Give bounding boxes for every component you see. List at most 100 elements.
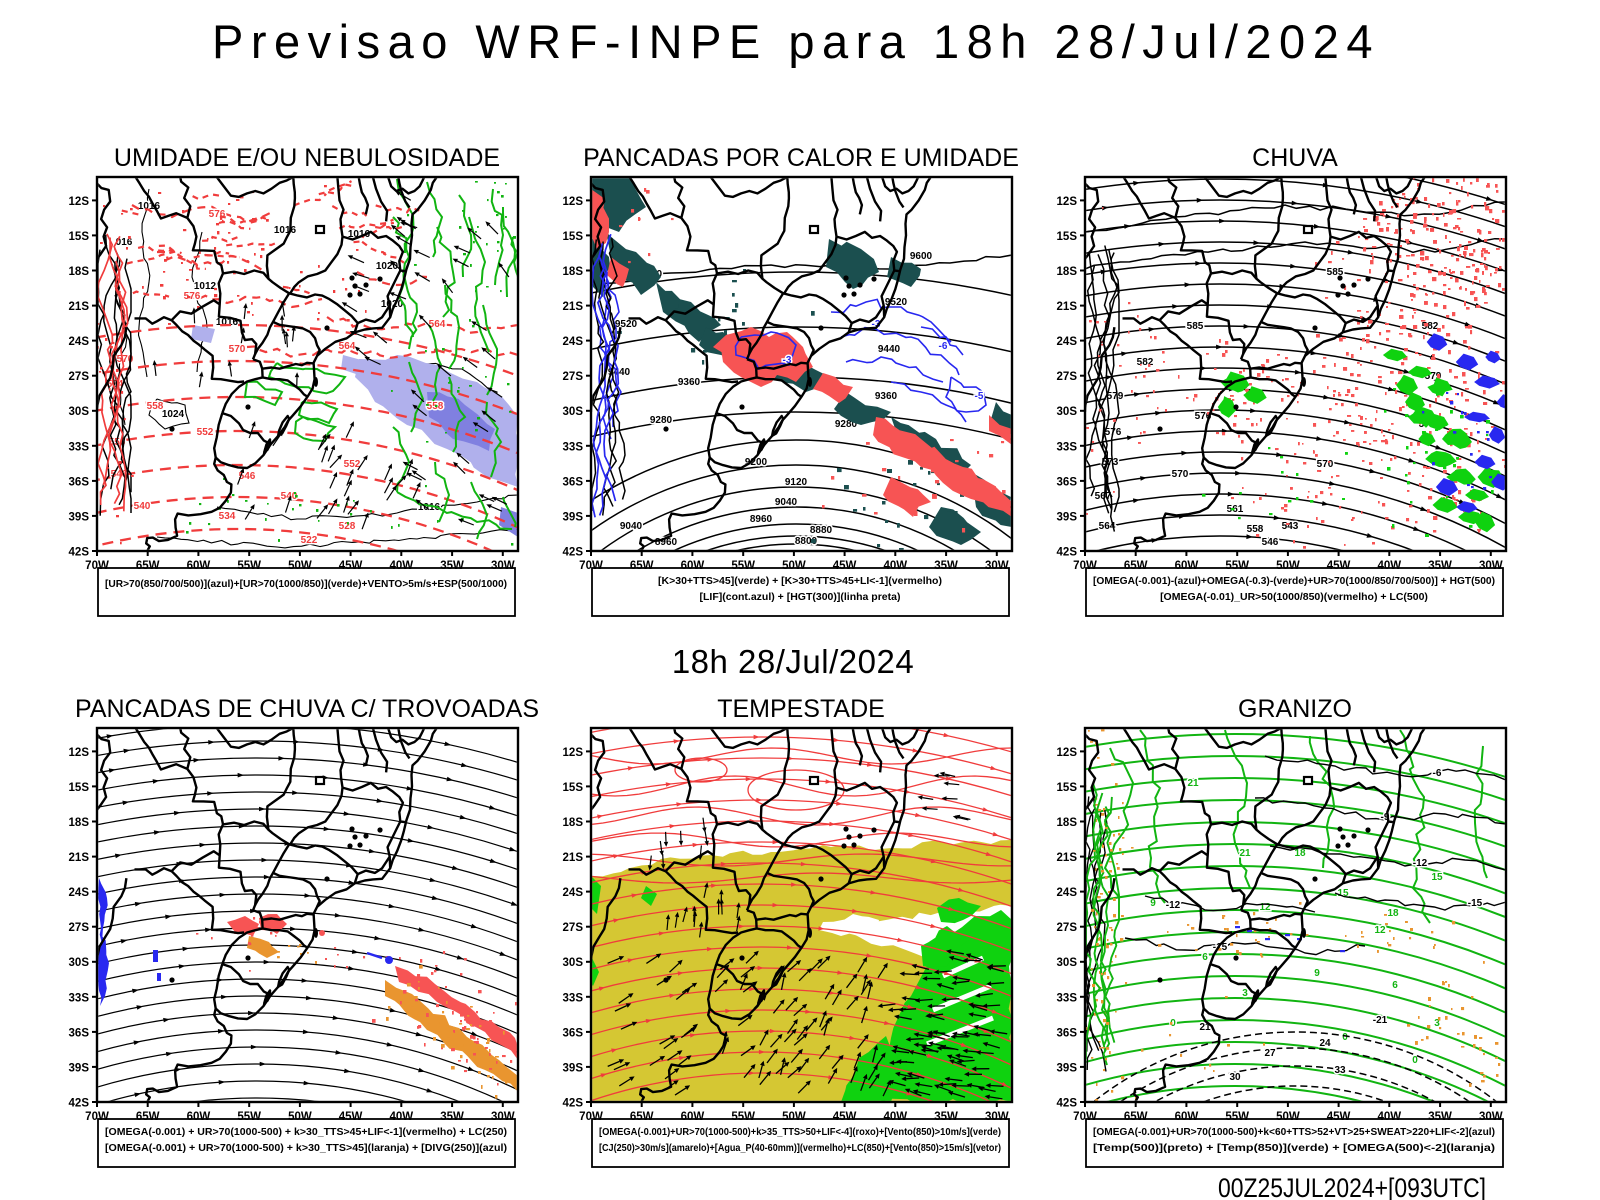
svg-text:36S: 36S xyxy=(69,476,90,488)
svg-text:65W: 65W xyxy=(1124,1111,1148,1123)
svg-text:39S: 39S xyxy=(1057,511,1078,523)
svg-text:[CJ(250)>30m/s](amarelo)+[Agua: [CJ(250)>30m/s](amarelo)+[Agua_P(40-60mm… xyxy=(599,1142,1001,1154)
svg-text:39S: 39S xyxy=(1057,1062,1078,1074)
svg-text:[K>30+TTS>45](verde) + [K>30+T: [K>30+TTS>45](verde) + [K>30+TTS>45+LI<-… xyxy=(658,575,942,587)
svg-text:21S: 21S xyxy=(1057,852,1078,864)
svg-text:TEMPESTADE: TEMPESTADE xyxy=(717,695,885,723)
svg-text:60W: 60W xyxy=(681,560,705,572)
svg-text:9200: 9200 xyxy=(745,457,768,468)
svg-text:65W: 65W xyxy=(630,1111,654,1123)
svg-text:30W: 30W xyxy=(491,1111,515,1123)
svg-text:21S: 21S xyxy=(1057,301,1078,313)
svg-text:24: 24 xyxy=(1319,1038,1331,1049)
svg-text:24S: 24S xyxy=(69,336,90,348)
svg-text:1024: 1024 xyxy=(162,409,185,420)
svg-text:50W: 50W xyxy=(288,560,312,572)
svg-text:570: 570 xyxy=(1172,469,1189,480)
svg-text:12S: 12S xyxy=(563,747,584,759)
svg-text:UMIDADE E/OU NEBULOSIDADE: UMIDADE E/OU NEBULOSIDADE xyxy=(114,144,500,172)
svg-text:70W: 70W xyxy=(85,560,109,572)
svg-text:65W: 65W xyxy=(136,1111,160,1123)
svg-text:522: 522 xyxy=(301,535,318,546)
svg-text:35W: 35W xyxy=(934,1111,958,1123)
svg-text:570: 570 xyxy=(1317,459,1334,470)
svg-text:50W: 50W xyxy=(782,560,806,572)
svg-text:-5: -5 xyxy=(975,391,984,402)
svg-text:42S: 42S xyxy=(1057,547,1078,559)
svg-text:18h 28/Jul/2024: 18h 28/Jul/2024 xyxy=(672,643,914,680)
svg-text:21S: 21S xyxy=(69,852,90,864)
svg-text:33S: 33S xyxy=(563,441,584,453)
svg-text:35W: 35W xyxy=(1428,1111,1452,1123)
svg-text:60W: 60W xyxy=(187,560,211,572)
svg-text:50W: 50W xyxy=(1276,560,1300,572)
svg-text:42S: 42S xyxy=(69,1098,90,1110)
svg-text:1016: 1016 xyxy=(348,229,371,240)
svg-text:9: 9 xyxy=(1150,898,1156,909)
svg-text:30S: 30S xyxy=(1057,957,1078,969)
svg-text:8880: 8880 xyxy=(810,525,833,536)
svg-text:15: 15 xyxy=(1431,872,1443,883)
svg-text:45W: 45W xyxy=(339,1111,363,1123)
svg-text:[OMEGA(-0.001)+UR>70(1000-500): [OMEGA(-0.001)+UR>70(1000-500)+k<60+TTS>… xyxy=(1093,1126,1495,1138)
svg-text:558: 558 xyxy=(1247,524,1264,535)
svg-text:30W: 30W xyxy=(985,560,1009,572)
svg-text:36S: 36S xyxy=(69,1027,90,1039)
svg-text:33S: 33S xyxy=(69,441,90,453)
svg-text:36S: 36S xyxy=(1057,1027,1078,1039)
svg-text:9520: 9520 xyxy=(615,319,638,330)
svg-text:PANCADAS POR CALOR E UMIDADE: PANCADAS POR CALOR E UMIDADE xyxy=(583,144,1019,172)
svg-text:-21: -21 xyxy=(1373,1015,1388,1026)
svg-text:35W: 35W xyxy=(934,560,958,572)
svg-text:552: 552 xyxy=(344,459,361,470)
svg-text:-12: -12 xyxy=(1413,858,1428,869)
svg-text:65W: 65W xyxy=(630,560,654,572)
svg-text:1020: 1020 xyxy=(376,261,399,272)
svg-text:60W: 60W xyxy=(187,1111,211,1123)
svg-text:30S: 30S xyxy=(69,957,90,969)
svg-text:42S: 42S xyxy=(563,547,584,559)
svg-text:45W: 45W xyxy=(1327,560,1351,572)
svg-text:[OMEGA(-0.001)+UR>70(1000-500): [OMEGA(-0.001)+UR>70(1000-500)+k>35_TTS>… xyxy=(599,1126,1001,1138)
svg-text:60W: 60W xyxy=(681,1111,705,1123)
svg-text:33S: 33S xyxy=(1057,441,1078,453)
svg-text:9280: 9280 xyxy=(650,415,673,426)
svg-text:9520: 9520 xyxy=(885,297,908,308)
svg-text:27: 27 xyxy=(1264,1048,1276,1059)
svg-text:15S: 15S xyxy=(69,231,90,243)
svg-text:60W: 60W xyxy=(1175,1111,1199,1123)
svg-text:33: 33 xyxy=(1334,1065,1346,1076)
svg-text:33S: 33S xyxy=(69,992,90,1004)
svg-text:15S: 15S xyxy=(563,782,584,794)
svg-text:55W: 55W xyxy=(1225,560,1249,572)
svg-text:570: 570 xyxy=(229,344,246,355)
svg-text:576: 576 xyxy=(184,291,201,302)
svg-text:9120: 9120 xyxy=(785,477,808,488)
svg-text:70W: 70W xyxy=(85,1111,109,1123)
svg-text:12S: 12S xyxy=(1057,747,1078,759)
svg-text:582: 582 xyxy=(1137,357,1154,368)
svg-text:27S: 27S xyxy=(69,371,90,383)
svg-text:33S: 33S xyxy=(1057,992,1078,1004)
svg-text:27S: 27S xyxy=(1057,922,1078,934)
svg-text:00Z25JUL2024+[093UTC]: 00Z25JUL2024+[093UTC] xyxy=(1218,1173,1486,1200)
svg-text:30: 30 xyxy=(1229,1072,1241,1083)
svg-text:564: 564 xyxy=(429,319,446,330)
svg-text:12S: 12S xyxy=(1057,196,1078,208)
svg-text:35W: 35W xyxy=(440,560,464,572)
svg-text:18: 18 xyxy=(1387,908,1399,919)
svg-text:6: 6 xyxy=(1202,952,1208,963)
svg-text:18: 18 xyxy=(1294,848,1306,859)
svg-text:45W: 45W xyxy=(339,560,363,572)
svg-text:15S: 15S xyxy=(69,782,90,794)
svg-text:70W: 70W xyxy=(1073,560,1097,572)
svg-text:18S: 18S xyxy=(563,266,584,278)
svg-text:18S: 18S xyxy=(563,817,584,829)
svg-text:39S: 39S xyxy=(563,1062,584,1074)
svg-text:Previsao WRF-INPE para 18h 28: Previsao WRF-INPE para 18h 28/Jul/2024 xyxy=(212,15,1380,68)
svg-text:45W: 45W xyxy=(1327,1111,1351,1123)
svg-text:543: 543 xyxy=(1282,521,1299,532)
svg-text:40W: 40W xyxy=(883,560,907,572)
svg-text:55W: 55W xyxy=(237,1111,261,1123)
svg-text:30S: 30S xyxy=(69,406,90,418)
